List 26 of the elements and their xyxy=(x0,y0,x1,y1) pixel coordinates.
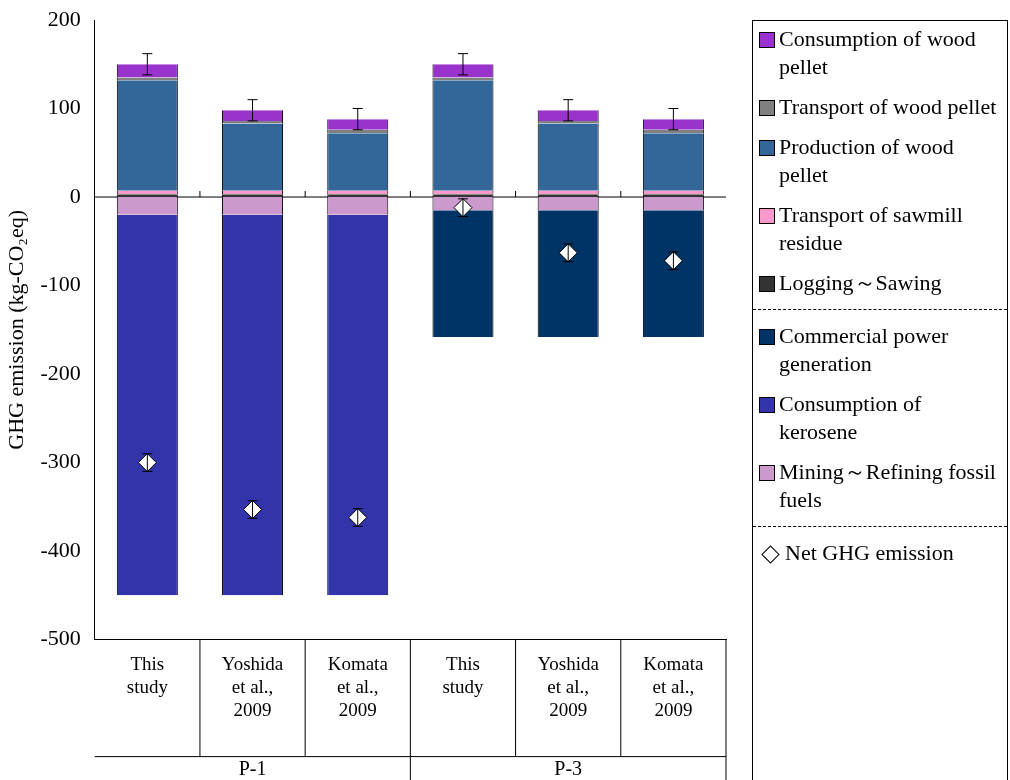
y-tick-label: -500 xyxy=(40,625,81,651)
x-tick-label: Komata et al., 2009 xyxy=(643,652,705,720)
x-tick-label: This study xyxy=(442,652,485,697)
x-tick-label: Yoshida et al., 2009 xyxy=(537,652,600,720)
legend-label: Mining～Refining fossil fuels xyxy=(779,458,997,514)
y-tick-label: -200 xyxy=(40,359,81,385)
legend-label: Net GHG emission xyxy=(785,539,954,567)
y-axis-title: GHG emission (kg-CO₂eq) xyxy=(2,209,28,450)
legend-label: Transport of wood pellet xyxy=(779,93,997,121)
y-tick-label: -400 xyxy=(40,536,81,562)
legend-label: Consumption of wood pellet xyxy=(779,25,977,81)
legend-label: Transport of sawmill residue xyxy=(779,201,964,257)
legend-label: Consumption of kerosene xyxy=(779,390,923,446)
x-tick-label: Komata et al., 2009 xyxy=(327,652,389,720)
x-tick-label: Yoshida et al., 2009 xyxy=(221,652,284,720)
y-tick-label: 100 xyxy=(47,94,81,120)
y-tick-label: 200 xyxy=(47,5,81,31)
text: P-3 xyxy=(554,757,583,780)
legend-label: Production of wood pellet xyxy=(779,133,955,189)
y-tick-label: 0 xyxy=(69,182,81,208)
y-tick-label: -300 xyxy=(40,448,81,474)
x-tick-label: This study xyxy=(126,652,169,697)
y-tick-label: -100 xyxy=(40,271,81,297)
legend-label: Commercial power generation xyxy=(779,322,950,378)
legend-label: Logging～Sawing xyxy=(779,269,942,297)
text: P-1 xyxy=(238,757,267,780)
